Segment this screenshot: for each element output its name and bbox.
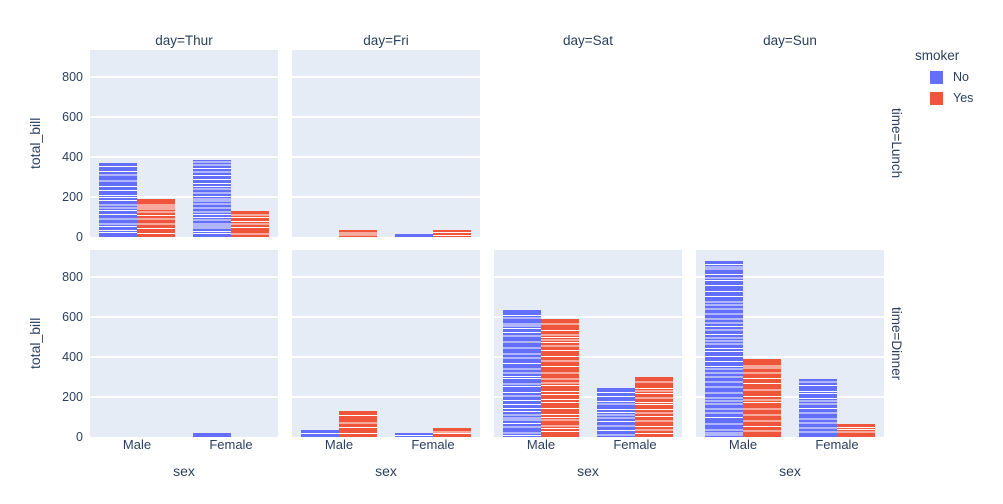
facet-panel — [90, 50, 278, 237]
bar-female-no[interactable] — [193, 160, 231, 237]
gridline — [292, 76, 480, 78]
facet-row-label: time=Lunch — [889, 108, 904, 179]
y-tick-label: 0 — [76, 430, 83, 444]
legend-item-no[interactable]: No — [908, 70, 998, 84]
facet-panel — [696, 50, 884, 237]
bar-male-yes[interactable] — [743, 359, 781, 437]
gridline — [494, 316, 682, 318]
x-tick-label: Female — [209, 437, 253, 452]
gridline — [90, 76, 278, 78]
y-tick-label: 200 — [62, 390, 83, 404]
gridline — [90, 356, 278, 358]
gridline — [90, 396, 278, 398]
gridline — [292, 196, 480, 198]
gridline — [696, 356, 884, 358]
bar-female-yes[interactable] — [635, 377, 673, 437]
gridline — [292, 356, 480, 358]
gridline — [292, 276, 480, 278]
gridline — [696, 276, 884, 278]
bar-female-yes[interactable] — [433, 230, 471, 237]
legend-item-yes[interactable]: Yes — [908, 91, 998, 105]
bar-female-no[interactable] — [395, 433, 433, 437]
facet-panel — [494, 250, 682, 437]
gridline — [90, 196, 278, 198]
bar-female-no[interactable] — [799, 379, 837, 437]
y-tick-label: 600 — [62, 310, 83, 324]
bar-female-yes[interactable] — [837, 424, 875, 437]
facet-row-label: time=Dinner — [889, 306, 904, 381]
bar-female-no[interactable] — [395, 234, 433, 237]
gridline — [494, 356, 682, 358]
facet-panel — [292, 250, 480, 437]
x-tick-label: Male — [324, 437, 354, 452]
facet-col-title: day=Sun — [763, 33, 817, 48]
legend-label-no: No — [953, 70, 969, 84]
bar-male-no[interactable] — [503, 310, 541, 437]
bar-male-yes[interactable] — [339, 230, 377, 237]
x-axis-title: sex — [173, 463, 195, 479]
y-tick-label: 600 — [62, 110, 83, 124]
facet-panel — [292, 50, 480, 237]
bar-female-yes[interactable] — [231, 211, 269, 237]
legend-swatch-no-icon — [930, 70, 943, 84]
bar-male-yes[interactable] — [339, 411, 377, 437]
legend-swatch-yes-icon — [930, 91, 943, 105]
y-tick-label: 800 — [62, 70, 83, 84]
legend: smoker No Yes — [908, 48, 998, 112]
gridline — [696, 396, 884, 398]
y-tick-label: 0 — [76, 230, 83, 244]
y-tick-label: 200 — [62, 190, 83, 204]
x-tick-label: Male — [122, 437, 152, 452]
gridline — [292, 316, 480, 318]
gridline — [494, 396, 682, 398]
facet-col-title: day=Thur — [155, 33, 213, 48]
y-tick-label: 800 — [62, 270, 83, 284]
gridline — [90, 156, 278, 158]
gridline — [90, 276, 278, 278]
gridline — [292, 116, 480, 118]
bar-female-yes[interactable] — [433, 428, 471, 437]
gridline — [292, 396, 480, 398]
legend-label-yes: Yes — [953, 91, 974, 105]
bar-male-no[interactable] — [99, 163, 137, 237]
bar-female-no[interactable] — [597, 388, 635, 437]
facet-panel — [494, 50, 682, 237]
bar-male-yes[interactable] — [541, 319, 579, 437]
gridline — [696, 316, 884, 318]
bar-male-no[interactable] — [301, 430, 339, 437]
y-tick-label: 400 — [62, 150, 83, 164]
x-tick-label: Female — [411, 437, 455, 452]
x-tick-label: Male — [526, 437, 556, 452]
bar-female-no[interactable] — [193, 433, 231, 437]
x-axis-title: sex — [375, 463, 397, 479]
legend-title: smoker — [915, 48, 960, 63]
y-tick-label: 400 — [62, 350, 83, 364]
bar-male-yes[interactable] — [137, 199, 175, 237]
facet-col-title: day=Fri — [363, 33, 409, 48]
x-tick-label: Female — [613, 437, 657, 452]
gridline — [494, 276, 682, 278]
x-axis-title: sex — [779, 463, 801, 479]
x-tick-label: Female — [815, 437, 859, 452]
gridline — [90, 316, 278, 318]
facet-panel — [90, 250, 278, 437]
facet-panel — [696, 250, 884, 437]
gridline — [292, 156, 480, 158]
bar-male-no[interactable] — [705, 261, 743, 437]
facet-col-title: day=Sat — [563, 33, 613, 48]
gridline — [90, 116, 278, 118]
x-axis-title: sex — [577, 463, 599, 479]
x-tick-label: Male — [728, 437, 758, 452]
